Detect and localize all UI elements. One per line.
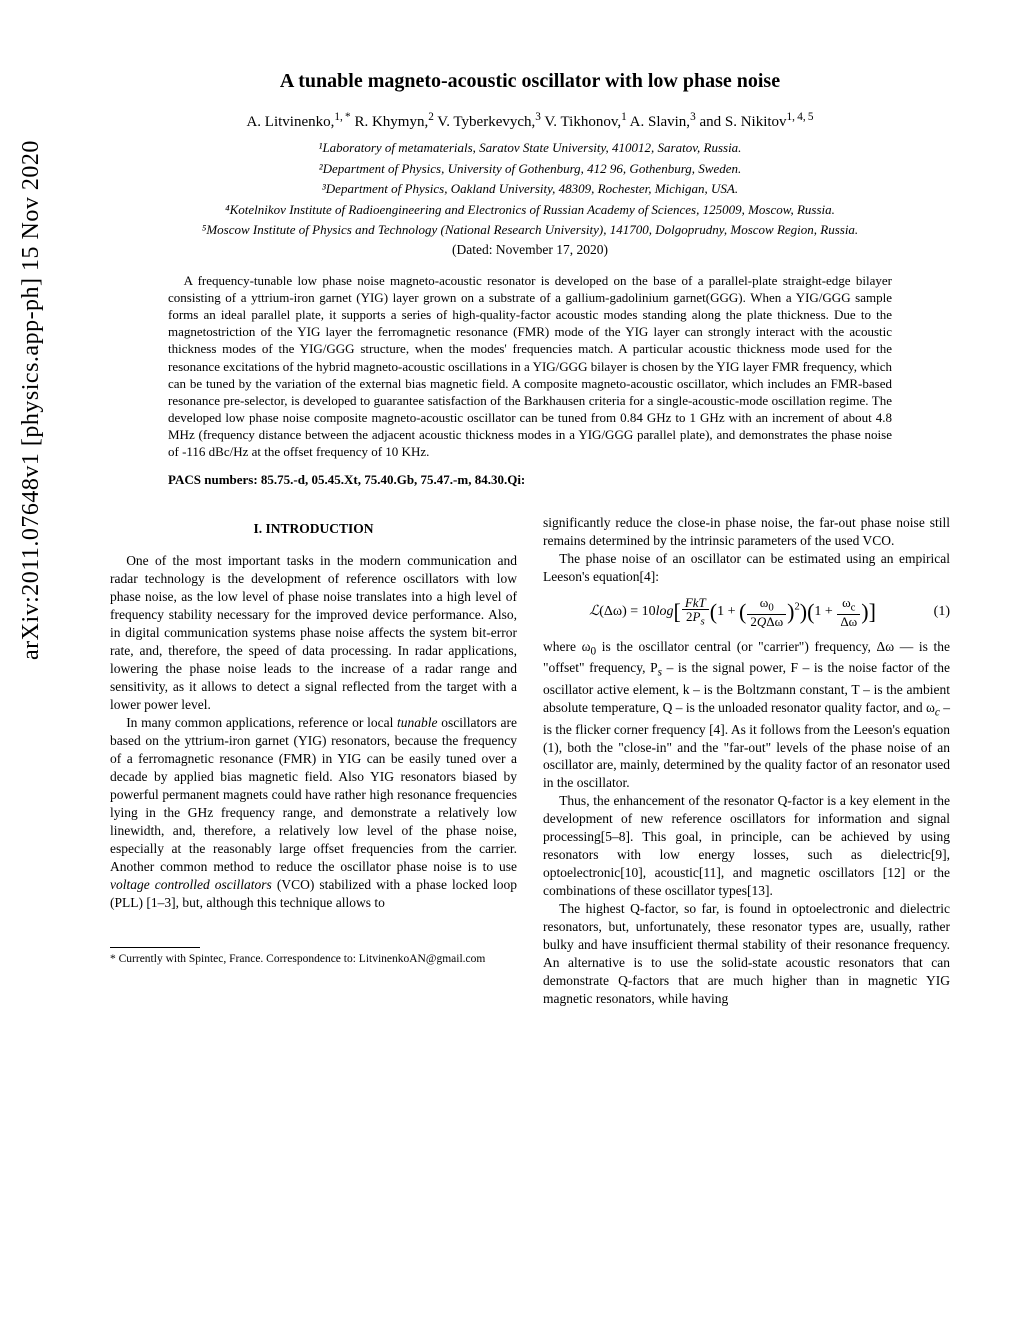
- left-column: I. INTRODUCTION One of the most importan…: [110, 514, 517, 1007]
- right-para-2: The phase noise of an oscillator can be …: [543, 550, 950, 586]
- arxiv-identifier: arXiv:2011.07648v1 [physics.app-ph] 15 N…: [18, 140, 45, 660]
- right-para-3: where ω0 is the oscillator central (or "…: [543, 638, 950, 793]
- affiliation-1: ¹Laboratory of metamaterials, Saratov St…: [110, 139, 950, 157]
- right-para-1: significantly reduce the close-in phase …: [543, 514, 950, 550]
- right-column: significantly reduce the close-in phase …: [543, 514, 950, 1007]
- intro-para-2: In many common applications, reference o…: [110, 714, 517, 911]
- section-heading-intro: I. INTRODUCTION: [110, 520, 517, 538]
- text-run: In many common applications, reference o…: [126, 715, 397, 730]
- italic-run: voltage controlled oscillators: [110, 877, 272, 892]
- affiliation-3: ³Department of Physics, Oakland Universi…: [110, 180, 950, 198]
- paper-title: A tunable magneto-acoustic oscillator wi…: [110, 70, 950, 93]
- date-line: (Dated: November 17, 2020): [110, 242, 950, 258]
- right-para-4: Thus, the enhancement of the resonator Q…: [543, 792, 950, 900]
- paper-page: A tunable magneto-acoustic oscillator wi…: [0, 0, 1020, 1320]
- text-run: oscillators are based on the yttrium-iro…: [110, 715, 517, 874]
- affiliation-5: ⁵Moscow Institute of Physics and Technol…: [110, 221, 950, 239]
- equation-1: ℒ(Δω) = 10log[FkT2Ps(1 + (ω02QΔω)2)(1 + …: [543, 596, 950, 627]
- corresponding-footnote: * Currently with Spintec, France. Corres…: [110, 952, 517, 967]
- abstract: A frequency-tunable low phase noise magn…: [168, 272, 892, 461]
- right-para-5: The highest Q-factor, so far, is found i…: [543, 900, 950, 1008]
- footnote-rule: [110, 947, 200, 948]
- intro-para-1: One of the most important tasks in the m…: [110, 552, 517, 714]
- affiliation-2: ²Department of Physics, University of Go…: [110, 160, 950, 178]
- italic-run: tunable: [397, 715, 438, 730]
- author-list: A. Litvinenko,1, * R. Khymyn,2 V. Tyberk…: [110, 111, 950, 131]
- pacs-numbers: PACS numbers: 85.75.-d, 05.45.Xt, 75.40.…: [168, 472, 892, 488]
- equation-number: (1): [922, 603, 950, 622]
- affiliation-4: ⁴Kotelnikov Institute of Radioengineerin…: [110, 201, 950, 219]
- two-column-body: I. INTRODUCTION One of the most importan…: [110, 514, 950, 1007]
- text-run: where ω: [543, 639, 591, 654]
- equation-body: ℒ(Δω) = 10log[FkT2Ps(1 + (ω02QΔω)2)(1 + …: [543, 596, 922, 627]
